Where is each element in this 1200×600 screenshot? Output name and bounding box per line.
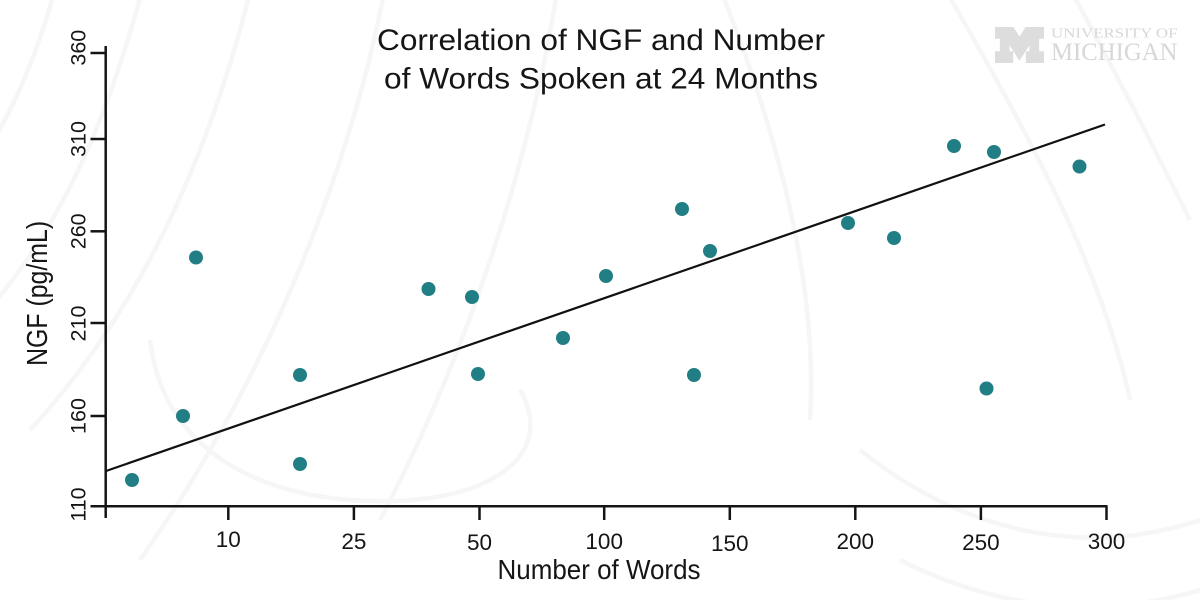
svg-text:50: 50 (467, 530, 492, 555)
svg-text:UNIVERSITY OF: UNIVERSITY OF (1051, 27, 1178, 42)
svg-text:210: 210 (66, 306, 90, 342)
svg-text:150: 150 (711, 531, 749, 556)
svg-text:250: 250 (962, 530, 1000, 555)
svg-text:10: 10 (216, 527, 241, 552)
svg-text:Number of Words: Number of Words (498, 554, 701, 585)
svg-text:NGF (pg/mL): NGF (pg/mL) (22, 221, 54, 366)
svg-text:of Words Spoken at 24 Months: of Words Spoken at 24 Months (384, 63, 818, 96)
svg-text:100: 100 (585, 529, 623, 554)
svg-text:160: 160 (66, 398, 90, 434)
svg-text:260: 260 (66, 213, 90, 249)
svg-text:Correlation of NGF and Number: Correlation of NGF and Number (377, 24, 825, 57)
svg-text:360: 360 (66, 30, 90, 66)
svg-text:300: 300 (1088, 529, 1126, 554)
svg-text:110: 110 (66, 487, 90, 521)
svg-text:310: 310 (66, 121, 90, 157)
svg-text:25: 25 (341, 529, 366, 554)
svg-text:200: 200 (837, 529, 875, 554)
svg-text:MICHIGAN: MICHIGAN (1051, 39, 1178, 66)
